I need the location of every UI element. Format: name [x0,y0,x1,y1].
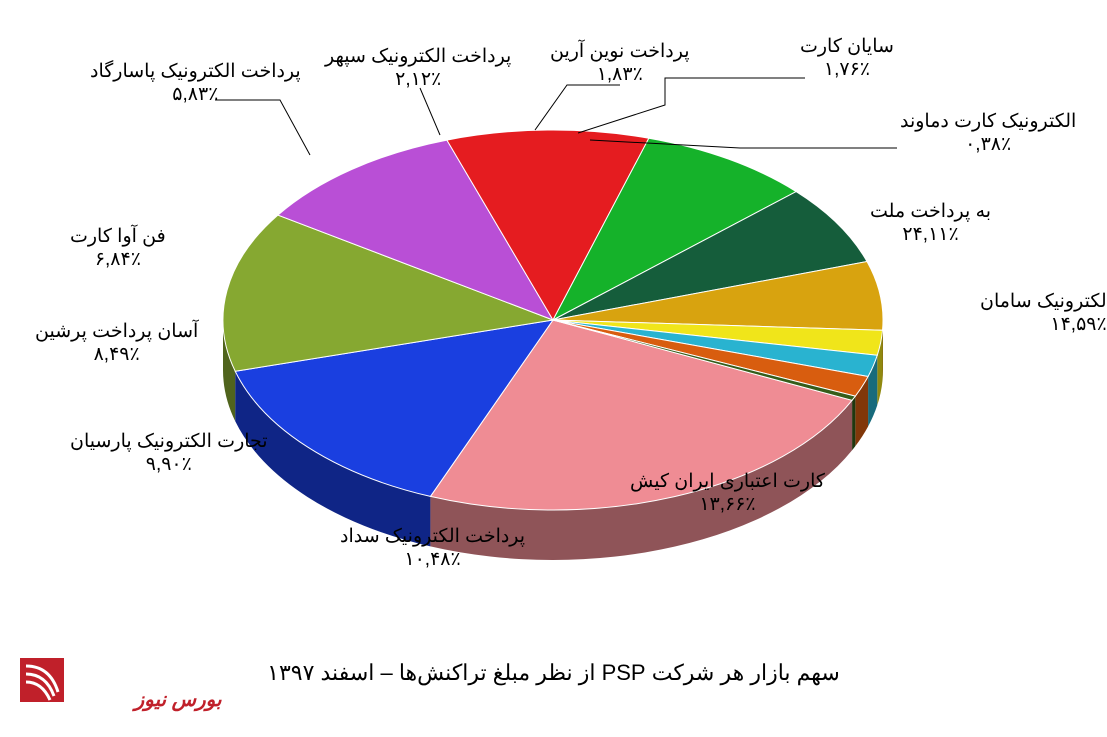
slice-label-pct: ۵,۸۳٪ [90,83,301,106]
pie-side [852,396,855,450]
slice-label-text: پرداخت الکترونیک پاسارگاد [90,60,301,83]
slice-label: سایان کارت۱,۷۶٪ [800,35,894,81]
slice-label-text: پرداخت الکترونیک سپهر [325,45,511,68]
slice-label-pct: ۱۰,۴۸٪ [340,548,525,571]
slice-label-pct: ۰,۳۸٪ [900,133,1076,156]
slice-label: به پرداخت ملت۲۴,۱۱٪ [870,200,991,246]
slice-label-pct: ۲,۱۲٪ [325,68,511,91]
slice-label: پرداخت نوین آرین۱,۸۳٪ [550,40,690,86]
slice-label: پرداخت الکترونیک سداد۱۰,۴۸٪ [340,525,525,571]
slice-label: پرداخت الکترونیک سپهر۲,۱۲٪ [325,45,511,91]
pie-chart-container: به پرداخت ملت۲۴,۱۱٪ پرداخت الکترونیک ساما… [0,0,1107,732]
brand-logo: بورس نیوز [20,652,222,712]
slice-label-text: الکترونیک کارت دماوند [900,110,1076,133]
slice-label: پرداخت الکترونیک پاسارگاد۵,۸۳٪ [90,60,301,106]
slice-label: الکترونیک کارت دماوند۰,۳۸٪ [900,110,1076,156]
slice-label-pct: ۹,۹۰٪ [70,453,268,476]
slice-label-pct: ۱,۷۶٪ [800,58,894,81]
slice-label-pct: ۶,۸۴٪ [70,248,166,271]
slice-label-text: آسان پرداخت پرشین [35,320,198,343]
slice-label-text: پرداخت الکترونیک سامان [980,290,1107,313]
slice-label: فن آوا کارت۶,۸۴٪ [70,225,166,271]
slice-label: کارت اعتباری ایران کیش۱۳,۶۶٪ [630,470,825,516]
slice-label: تجارت الکترونیک پارسیان۹,۹۰٪ [70,430,268,476]
leader-line [215,100,310,155]
slice-label-text: به پرداخت ملت [870,200,991,223]
slice-label-pct: ۱۴,۵۹٪ [980,313,1107,336]
slice-label-text: سایان کارت [800,35,894,58]
slice-label-text: پرداخت الکترونیک سداد [340,525,525,548]
slice-label: پرداخت الکترونیک سامان۱۴,۵۹٪ [980,290,1107,336]
slice-label-pct: ۱,۸۳٪ [550,63,690,86]
logo-text: بورس نیوز [134,689,221,711]
slice-label-pct: ۸,۴۹٪ [35,343,198,366]
slice-label-text: کارت اعتباری ایران کیش [630,470,825,493]
slice-label: آسان پرداخت پرشین۸,۴۹٪ [35,320,198,366]
leader-line [420,88,440,135]
logo-icon [20,652,130,706]
slice-label-pct: ۲۴,۱۱٪ [870,223,991,246]
slice-label-text: فن آوا کارت [70,225,166,248]
slice-label-text: تجارت الکترونیک پارسیان [70,430,268,453]
leader-line [578,78,805,133]
slice-label-pct: ۱۳,۶۶٪ [630,493,825,516]
slice-label-text: پرداخت نوین آرین [550,40,690,63]
